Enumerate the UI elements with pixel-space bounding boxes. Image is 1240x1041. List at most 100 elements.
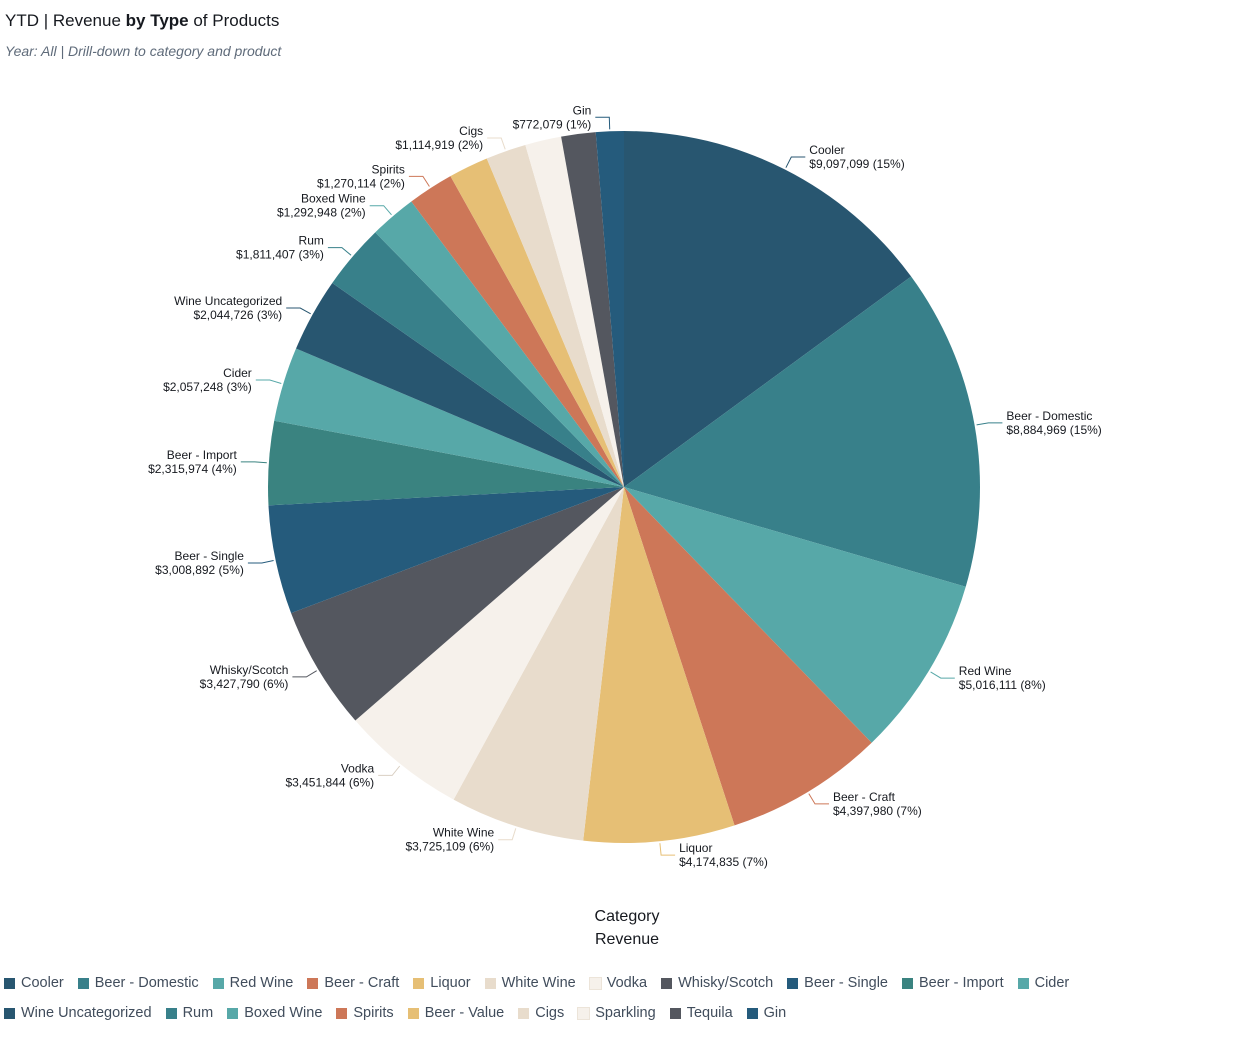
legend-label: Spirits (353, 1005, 394, 1021)
pie-slice-beer-single[interactable] (268, 487, 624, 614)
leader-line-beer-craft (808, 793, 829, 805)
slice-label-value-beer-domestic: $8,884,969 (15%) (1006, 423, 1101, 437)
legend-item-spirits[interactable]: Spirits (336, 1004, 394, 1022)
leader-line-spirits (408, 175, 430, 187)
pie-slices[interactable] (268, 131, 981, 843)
leader-line-cider (255, 379, 282, 384)
legend-item-beer-import[interactable]: Beer - Import (901, 974, 1004, 992)
legend-label: Beer - Craft (324, 975, 400, 991)
pie-slice-beer-domestic[interactable] (624, 276, 981, 587)
pie-slice-tequila[interactable] (561, 132, 624, 487)
slice-label-value-cigs: $1,114,919 (2%) (395, 138, 483, 152)
legend-swatch (336, 1007, 348, 1019)
legend-item-cider[interactable]: Cider (1017, 974, 1069, 992)
legend-item-gin[interactable]: Gin (746, 1004, 787, 1022)
legend-label: White Wine (501, 975, 576, 991)
chart-title-bold: by Type (125, 11, 189, 30)
legend-label: Tequila (686, 1005, 733, 1021)
value-axis-label: Revenue (594, 931, 660, 948)
pie-slice-vodka[interactable] (355, 487, 624, 800)
legend-swatch (1017, 977, 1029, 989)
pie-slice-red-wine[interactable] (624, 487, 966, 743)
slice-label-value-red-wine: $5,016,111 (8%) (959, 678, 1046, 692)
pie-slice-rum[interactable] (332, 232, 624, 487)
pie-slice-cider[interactable] (274, 348, 624, 487)
legend-item-liquor[interactable]: Liquor (413, 974, 471, 992)
slice-label-value-wine-uncategorized: $2,044,726 (3%) (193, 308, 282, 322)
leader-line-wine-uncategorized (286, 307, 311, 315)
chart-title-part1: YTD | Revenue (5, 11, 126, 30)
legend-item-beer-single[interactable]: Beer - Single (787, 974, 888, 992)
legend-item-white-wine[interactable]: White Wine (484, 974, 576, 992)
pie-chart[interactable]: Cooler$9,097,099 (15%) Beer - Domestic$8,… (0, 0, 1240, 960)
slice-label-name-cigs: Cigs (459, 124, 483, 138)
pie-slice-white-wine[interactable] (453, 487, 624, 841)
pie-slice-beer-import[interactable] (268, 420, 624, 506)
legend-item-cooler[interactable]: Cooler (4, 974, 64, 992)
leader-line-vodka (378, 765, 401, 776)
leader-line-liquor (659, 843, 676, 856)
slice-label-value-rum: $1,811,407 (3%) (236, 248, 324, 262)
legend-swatch (407, 1007, 419, 1019)
slice-label-value-boxed-wine: $1,292,948 (2%) (277, 206, 366, 220)
slice-label-value-vodka: $3,451,844 (6%) (285, 775, 374, 789)
legend-item-red-wine[interactable]: Red Wine (212, 974, 293, 992)
legend-item-rum[interactable]: Rum (165, 1004, 213, 1022)
leader-line-beer-import (240, 461, 267, 464)
legend-label: Gin (763, 1005, 787, 1021)
pie-slice-spirits[interactable] (411, 176, 624, 488)
legend-item-beer-craft[interactable]: Beer - Craft (307, 974, 399, 992)
pie-slice-boxed-wine[interactable] (375, 201, 624, 487)
leader-line-whisky-scotch (292, 670, 317, 678)
slice-label-value-beer-import: $2,315,974 (4%) (148, 462, 237, 476)
legend-label: Boxed Wine (244, 1005, 323, 1021)
legend-item-beer-domestic[interactable]: Beer - Domestic (77, 974, 199, 992)
legend-item-whisky-scotch[interactable]: Whisky/Scotch (661, 974, 773, 992)
legend-label: Cigs (535, 1005, 565, 1021)
slice-label-value-beer-craft: $4,397,980 (7%) (833, 804, 922, 818)
slice-label-value-gin: $772,079 (1%) (513, 117, 592, 131)
pie-slice-whisky-scotch[interactable] (291, 487, 624, 721)
slice-label-name-wine-uncategorized: Wine Uncategorized (174, 294, 282, 308)
pie-slice-cigs[interactable] (486, 144, 624, 487)
legend-item-vodka[interactable]: Vodka (588, 974, 648, 992)
legend-item-tequila[interactable]: Tequila (669, 1004, 733, 1022)
slice-label-name-gin: Gin (573, 103, 592, 117)
pie-slice-liquor[interactable] (583, 487, 735, 843)
legend-swatch (661, 977, 673, 989)
leader-line-boxed-wine (369, 205, 392, 216)
slice-label-name-white-wine: White Wine (433, 826, 495, 840)
slice-label-name-cider: Cider (223, 366, 252, 380)
chart-title: YTD | Revenue by Type of Products (5, 11, 279, 31)
legend-label: Wine Uncategorized (21, 1005, 152, 1021)
legend-swatch (484, 977, 496, 989)
pie-slice-beer-value[interactable] (450, 158, 624, 487)
category-axis-label: Category (594, 908, 660, 925)
legend-label: Sparkling (595, 1005, 656, 1021)
legend-swatch (413, 977, 425, 989)
legend-label: Beer - Domestic (94, 975, 199, 991)
pie-slice-sparkling[interactable] (525, 136, 624, 487)
pie-slice-beer-craft[interactable] (624, 487, 872, 826)
legend-item-sparkling[interactable]: Sparkling (577, 1004, 656, 1022)
legend-label: Vodka (606, 975, 648, 991)
legend-label: Whisky/Scotch (678, 975, 774, 991)
leader-line-cigs (487, 137, 506, 150)
leader-line-gin (595, 116, 611, 130)
legend-swatch (577, 1006, 591, 1020)
legend-swatch (746, 1007, 758, 1019)
pie-slice-gin[interactable] (595, 131, 624, 487)
legend-item-wine-uncategorized[interactable]: Wine Uncategorized (4, 1004, 152, 1022)
pie-slice-wine-uncategorized[interactable] (296, 282, 624, 487)
legend-item-boxed-wine[interactable]: Boxed Wine (227, 1004, 322, 1022)
legend-label: Liquor (430, 975, 471, 991)
slice-label-name-liquor: Liquor (679, 841, 712, 855)
pie-labels: Cooler$9,097,099 (15%) Beer - Domestic$8,… (148, 103, 1102, 869)
chart-legend: Cooler Beer - Domestic Red Wine Beer - Craf… (4, 974, 1234, 1022)
legend-item-cigs[interactable]: Cigs (518, 1004, 564, 1022)
legend-swatch (787, 977, 799, 989)
pie-slice-cooler[interactable] (624, 131, 912, 487)
legend-item-beer-value[interactable]: Beer - Value (407, 1004, 504, 1022)
leader-line-beer-single (247, 560, 274, 564)
slice-label-name-beer-import: Beer - Import (167, 448, 238, 462)
